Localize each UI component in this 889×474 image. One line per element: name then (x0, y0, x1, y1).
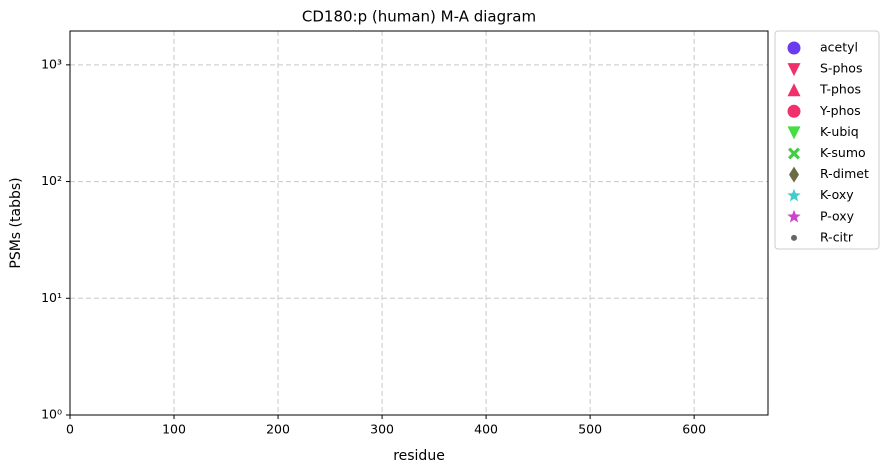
x-axis-label: residue (393, 448, 445, 464)
x-tick-label: 400 (474, 422, 498, 437)
legend-marker (789, 166, 799, 183)
legend-marker (787, 126, 801, 140)
legend-marker (787, 209, 801, 223)
legend-label: acetyl (820, 40, 858, 55)
x-tick-label: 600 (682, 422, 706, 437)
legend-label: K-sumo (820, 145, 866, 160)
y-tick-label: 10⁰ (41, 407, 62, 422)
x-tick-label: 100 (162, 422, 186, 437)
legend-marker (791, 234, 797, 241)
legend-marker (787, 104, 801, 118)
legend-label: R-dimet (820, 166, 869, 181)
legend-marker (787, 83, 801, 97)
legend-box (774, 30, 880, 250)
legend-marker (787, 41, 801, 55)
x-tick-label: 500 (578, 422, 602, 437)
legend-label: Y-phos (819, 103, 861, 118)
legend-marker (787, 188, 801, 202)
chart-title: CD180:p (human) M-A diagram (302, 8, 536, 26)
y-tick-label: 10² (41, 173, 62, 188)
y-tick-label: 10¹ (41, 290, 62, 305)
x-tick-label: 300 (370, 422, 394, 437)
y-tick-label: 10³ (41, 56, 62, 71)
y-axis-label: PSMs (tabbs) (8, 177, 24, 268)
legend-label: T-phos (819, 82, 861, 97)
x-tick-label: 200 (266, 422, 290, 437)
legend-label: S-phos (820, 61, 862, 76)
legend-marker (788, 147, 800, 160)
x-tick-label: 0 (66, 422, 74, 437)
legend-label: K-ubiq (820, 124, 859, 139)
legend-label: K-oxy (820, 187, 854, 202)
plot-frame (69, 30, 769, 416)
legend-label: P-oxy (820, 208, 855, 223)
legend-marker (787, 63, 801, 77)
legend-label: R-citr (820, 229, 854, 244)
